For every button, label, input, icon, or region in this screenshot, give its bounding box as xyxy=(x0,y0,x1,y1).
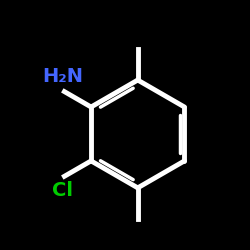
Text: Cl: Cl xyxy=(52,181,73,200)
Text: H₂N: H₂N xyxy=(42,67,83,86)
